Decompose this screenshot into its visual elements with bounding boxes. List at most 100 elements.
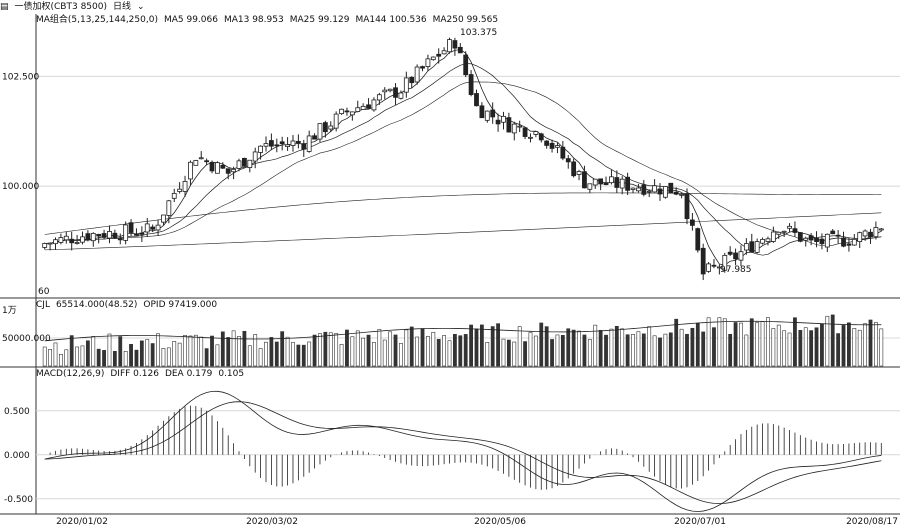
volume-bar	[533, 335, 538, 367]
moving-average-lines	[44, 49, 882, 266]
volume-bar	[334, 333, 339, 367]
volume-bar	[426, 336, 430, 367]
candle-body	[824, 233, 830, 248]
macd-label[interactable]: MACD(12,26,9)	[36, 369, 105, 379]
candle-body	[112, 232, 118, 239]
candle-body	[333, 113, 339, 129]
volume-bar	[102, 350, 106, 367]
volume-label[interactable]: CJL	[36, 300, 50, 310]
candle-body	[414, 66, 420, 83]
volume-bar	[641, 333, 646, 367]
volume-bar	[582, 334, 587, 367]
volume-bar	[695, 322, 700, 367]
candle-body	[171, 193, 177, 199]
candle-body	[533, 131, 539, 135]
candle-body	[862, 230, 868, 237]
volume-bar	[264, 341, 268, 367]
ma5-value: MA5 99.066	[163, 15, 218, 25]
volume-bar	[728, 333, 733, 367]
candle-body	[371, 99, 377, 111]
volume-bar	[463, 334, 468, 367]
period-selector[interactable]: 日线 ⌄	[113, 2, 151, 12]
candle-body	[501, 115, 506, 123]
candle-body	[630, 187, 636, 190]
volume-bar	[172, 341, 177, 367]
candle-body	[409, 76, 415, 84]
candle-body	[754, 241, 760, 253]
volume-bar	[91, 336, 96, 367]
volume-bar	[226, 337, 231, 367]
candle-body	[117, 238, 123, 241]
candle-body	[198, 157, 204, 160]
volume-bar	[85, 340, 90, 367]
candle-body	[268, 140, 274, 147]
volume-bar	[285, 336, 290, 367]
ma-label[interactable]: MA组合(5,13,25,144,250,0)	[36, 15, 158, 25]
volume-bar	[361, 337, 366, 367]
volume-bar	[123, 351, 128, 367]
volume-bar	[577, 330, 581, 367]
volume-bar	[852, 328, 857, 367]
candle-body	[522, 127, 528, 137]
volume-bar	[53, 342, 58, 367]
candle-body	[614, 177, 620, 188]
candle-body	[468, 74, 474, 95]
volume-bar	[388, 331, 393, 367]
candle-body	[85, 233, 91, 240]
candle-body	[770, 231, 776, 242]
chart-header: ▤ 一债加权(CBT3 8500) 日线 ⌄	[0, 0, 900, 14]
candle-body	[830, 230, 836, 235]
candle-body	[803, 237, 809, 241]
volume-bar	[80, 345, 85, 367]
volume-bar	[555, 334, 560, 367]
candle-body	[193, 160, 199, 166]
open-interest-value: OPID 97419.000	[143, 300, 218, 310]
volume-bar	[587, 339, 592, 367]
volume-bar	[636, 331, 641, 367]
candle-body	[339, 108, 344, 115]
candle-body	[252, 151, 258, 162]
volume-bar	[701, 331, 706, 367]
volume-bar	[145, 339, 150, 367]
candle-body	[587, 183, 593, 190]
candle-body	[511, 123, 517, 134]
candle-body	[657, 188, 663, 195]
volume-bar	[220, 331, 225, 367]
volume-bar	[490, 326, 495, 367]
candle-body	[743, 243, 749, 251]
volume-bar	[501, 338, 506, 367]
candle-body	[576, 171, 582, 175]
volume-bar	[782, 330, 787, 367]
volume-bar	[652, 335, 657, 367]
volume-bar	[183, 335, 187, 367]
candle-body	[738, 251, 744, 261]
volume-bar	[328, 332, 333, 367]
volume-bar	[107, 333, 112, 367]
candle-body	[69, 238, 75, 244]
left-marker-label: 60	[38, 287, 50, 297]
volume-bar	[280, 331, 285, 367]
volume-bar	[156, 333, 160, 367]
candle-body	[857, 232, 863, 242]
volume-bar	[177, 342, 182, 367]
volume-bar	[318, 333, 322, 367]
candle-body	[452, 40, 458, 49]
candle-body	[274, 144, 280, 147]
candle-body	[393, 87, 398, 98]
axis-labels: 102.500 100.000 1万 50000.000 0.500 0.000 -0.50…	[2, 28, 898, 527]
volume-bar	[48, 349, 52, 367]
candle-body	[684, 193, 690, 220]
candle-body	[382, 89, 388, 93]
menu-icon[interactable]: ▤	[0, 2, 9, 12]
volume-bar	[479, 324, 484, 367]
volume-bar	[814, 327, 819, 367]
volume-bar	[258, 348, 263, 367]
volume-bar	[571, 329, 576, 367]
x-tick-label: 2020/08/17	[846, 517, 898, 527]
volume-bar	[609, 328, 614, 367]
macd-histogram	[49, 405, 882, 490]
volume-bar	[658, 337, 662, 367]
candle-body	[349, 111, 355, 116]
volume-bar	[604, 334, 608, 367]
